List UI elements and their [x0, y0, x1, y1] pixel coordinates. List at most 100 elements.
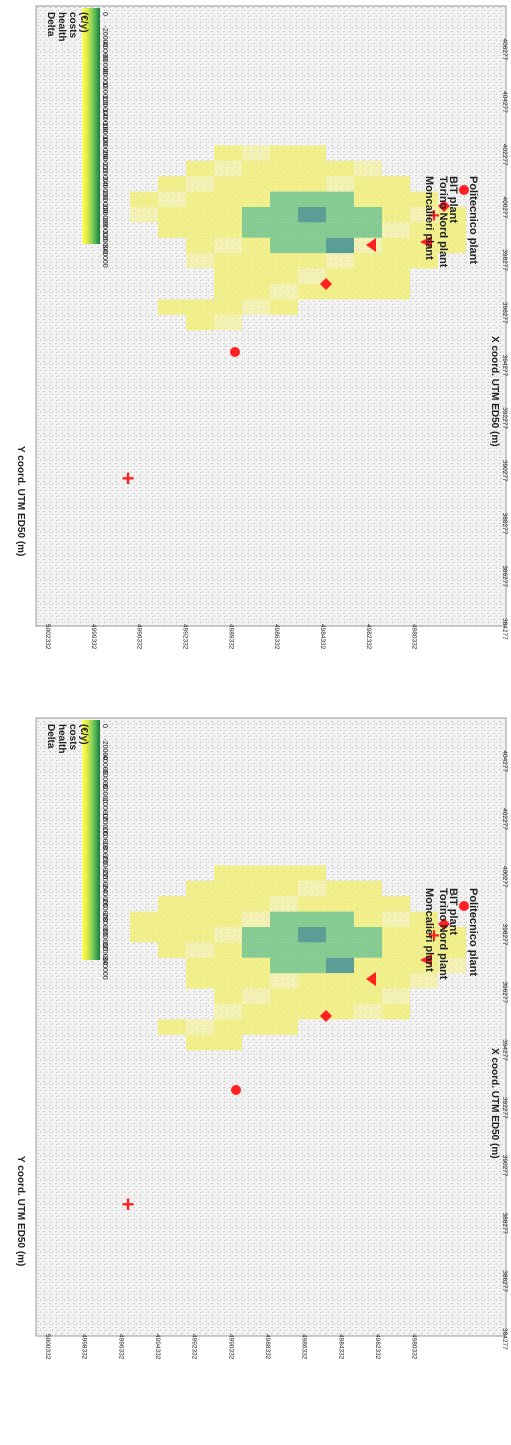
heat-cell	[270, 957, 298, 974]
colorbar-tick-label: -280000	[101, 911, 108, 937]
heat-cell	[354, 911, 382, 927]
heat-cells	[130, 865, 466, 1051]
colorbar-tick-label: -100000	[101, 796, 108, 822]
heat-cell	[242, 911, 270, 927]
heat-cell	[158, 927, 186, 943]
heat-cell	[326, 207, 354, 223]
heat-cell	[186, 207, 214, 223]
heat-cell	[270, 927, 298, 943]
heat-cell	[382, 973, 410, 989]
heat-cell	[130, 927, 158, 943]
heat-cell	[298, 207, 326, 223]
heat-cell	[214, 207, 242, 223]
heat-cell	[158, 207, 186, 223]
x-tick-label: 396277	[501, 302, 508, 324]
heat-cell	[438, 942, 466, 958]
heat-cell	[186, 160, 214, 177]
legend-diamond-icon	[438, 918, 450, 930]
bit-marker	[320, 278, 332, 290]
x-tick-label: 402277	[501, 808, 508, 830]
heat-cell	[242, 207, 270, 223]
heat-cell	[270, 222, 298, 238]
heat-cell	[382, 222, 410, 238]
heat-cell	[354, 957, 382, 974]
legend-plus-icon: +	[428, 925, 440, 947]
colorbar-title-line: costs	[67, 12, 78, 39]
heat-cell	[382, 942, 410, 958]
x-tick-label: 406277	[501, 39, 508, 61]
heat-cell	[242, 880, 270, 897]
heat-cell	[186, 253, 214, 269]
heat-cell	[382, 268, 410, 284]
heat-cell	[354, 222, 382, 238]
heat-cell	[298, 973, 326, 989]
heat-cell	[186, 299, 214, 315]
heat-cell	[242, 253, 270, 269]
legend-label: Torino Nord plant	[437, 176, 449, 268]
colorbar-tick-label: -140000	[101, 107, 108, 133]
x-tick-label: 386277	[501, 565, 508, 587]
heat-cell	[382, 957, 410, 974]
heat-cell	[214, 1034, 242, 1051]
heat-cell	[158, 191, 186, 207]
x-axis-label: X coord. UTM ED50 (m)	[489, 1048, 500, 1159]
heat-cell	[410, 222, 438, 238]
colorbar-tick-label: -20000	[101, 26, 108, 48]
x-tick-label: 398277	[501, 249, 508, 271]
heat-cell	[270, 191, 298, 207]
x-tick-label: 392277	[501, 407, 508, 429]
heat-cell	[298, 1004, 326, 1020]
heat-cell	[270, 911, 298, 927]
legend-label: Moncalieri plant	[423, 176, 435, 260]
heat-cell	[354, 176, 382, 192]
heat-cell	[382, 253, 410, 269]
y-axis-label: Y coord. UTM ED50 (m)	[15, 446, 26, 556]
legend-diamond-icon	[438, 200, 450, 212]
heat-cell	[270, 237, 298, 254]
heat-cell	[382, 176, 410, 192]
heat-cell	[214, 222, 242, 238]
heat-cell	[298, 957, 326, 974]
heat-cell	[270, 207, 298, 223]
heat-cell	[298, 865, 326, 881]
heat-cell	[186, 942, 214, 958]
heat-cell	[354, 1004, 382, 1020]
heat-cell	[214, 191, 242, 207]
heat-cell	[326, 253, 354, 269]
heat-cell	[326, 957, 354, 974]
colorbar-title-line: costs	[67, 724, 78, 751]
x-tick-label: 384277	[501, 618, 508, 640]
colorbar-tick-label: -340000	[101, 954, 108, 980]
heat-cell	[298, 911, 326, 927]
y-tick-label: 4980332	[411, 624, 418, 650]
plant-markers: +	[122, 238, 376, 491]
heat-cell	[326, 160, 354, 177]
y-tick-label: 4996332	[117, 1334, 124, 1360]
colorbar-title-line: health	[56, 12, 67, 41]
heat-cell	[354, 880, 382, 897]
heat-cell	[298, 942, 326, 958]
heat-cell	[326, 988, 354, 1004]
y-tick-label: 4980332	[411, 1334, 418, 1360]
y-tick-label: 4999332	[90, 624, 97, 650]
heat-cell	[326, 237, 354, 254]
heat-cell	[214, 896, 242, 912]
heat-cell	[382, 988, 410, 1004]
heat-cell	[242, 299, 270, 315]
heat-cell	[242, 1004, 270, 1020]
y-tick-label: 4982332	[365, 624, 372, 650]
plant-markers: +	[122, 972, 376, 1217]
heat-cell	[354, 253, 382, 269]
heat-cell	[242, 957, 270, 974]
heat-cell	[298, 880, 326, 897]
legend-triangle-icon	[420, 236, 432, 248]
heat-cell	[186, 957, 214, 974]
x-tick-label: 390277	[501, 1155, 508, 1177]
heat-cell	[270, 942, 298, 958]
y-tick-label: 4992332	[181, 624, 188, 650]
heat-cell	[326, 284, 354, 300]
colorbar-tick-label: -240000	[101, 174, 108, 200]
heat-cell	[214, 314, 242, 331]
